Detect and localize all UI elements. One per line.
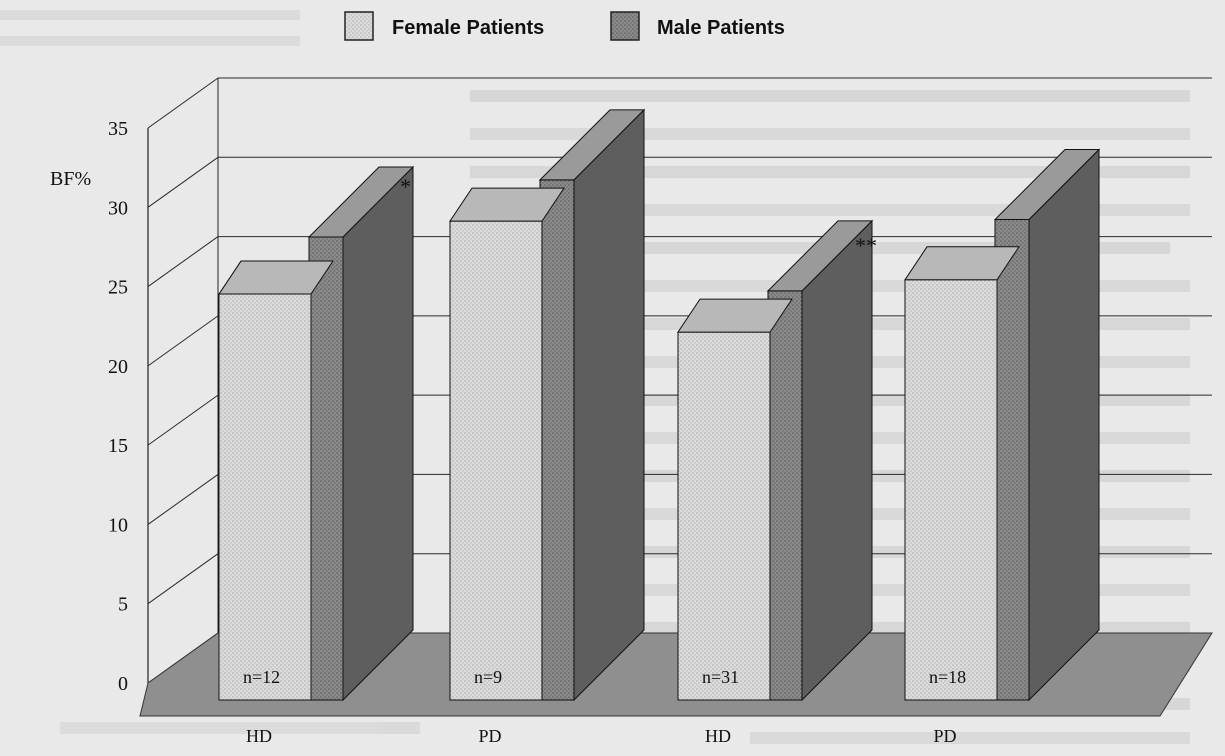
grid-diagonal xyxy=(147,77,219,129)
bar-male-side xyxy=(573,108,645,702)
y-tick-label: 0 xyxy=(118,673,128,695)
grid-diagonal xyxy=(147,394,219,446)
bar-female-top xyxy=(904,246,1020,281)
y-tick-label: 20 xyxy=(108,356,128,378)
y-tick-label: 5 xyxy=(118,594,128,616)
significance-mark: * xyxy=(400,174,411,199)
grid-diagonal xyxy=(147,315,219,367)
grid-diagonal xyxy=(147,474,219,525)
bar-male-top xyxy=(766,220,874,292)
significance-mark: ** xyxy=(855,233,877,258)
n-label: n=31 xyxy=(702,667,739,687)
y-tick-label: 30 xyxy=(108,197,128,219)
grid-diagonal xyxy=(147,156,219,208)
bar-male-front xyxy=(767,290,803,701)
legend-label-female: Female Patients xyxy=(392,17,544,39)
grid-diagonal xyxy=(147,553,219,605)
bar-male-front xyxy=(308,236,344,701)
bar-female-top xyxy=(677,298,793,333)
bar-male-side xyxy=(1028,148,1100,702)
labels: n=12 n=9 n=31 n=18***HD PD HD PD xyxy=(243,174,966,746)
bar-male-front xyxy=(539,179,575,701)
bar-male-top xyxy=(307,166,415,238)
y-axis-label: BF% xyxy=(50,168,91,190)
x-category-label: HD xyxy=(705,726,731,746)
legend-swatch-male xyxy=(610,11,640,41)
bar-male-front xyxy=(994,219,1030,701)
bar-male-top xyxy=(538,109,646,181)
n-label: n=9 xyxy=(474,667,502,687)
bar-male-side xyxy=(342,165,414,702)
y-tick-label: 10 xyxy=(108,514,128,536)
y-tick-label: 15 xyxy=(108,435,128,457)
bar-female-top xyxy=(218,260,334,295)
bars xyxy=(218,108,1101,702)
y-tick-label: 25 xyxy=(108,277,128,299)
bar-female-front xyxy=(677,331,771,701)
bar-female-top xyxy=(449,187,565,222)
n-label: n=12 xyxy=(243,667,280,687)
bar-female-front xyxy=(449,220,543,701)
n-label: n=18 xyxy=(929,667,966,687)
grid-diagonal xyxy=(147,236,219,287)
bar-female-front xyxy=(218,293,312,701)
y-axis-ticks: 0 5 10 15 20 25 30 35 xyxy=(108,118,128,695)
x-category-label: PD xyxy=(933,726,956,746)
bar-male-top xyxy=(993,149,1101,221)
legend: Female Patients Male Patients xyxy=(344,11,785,41)
x-category-label: PD xyxy=(478,726,501,746)
legend-label-male: Male Patients xyxy=(657,17,785,39)
bar-female-front xyxy=(904,279,998,701)
legend-swatch-female xyxy=(344,11,374,41)
x-category-label: HD xyxy=(246,726,272,746)
y-tick-label: 35 xyxy=(108,118,128,140)
bar-male-side xyxy=(801,219,873,702)
